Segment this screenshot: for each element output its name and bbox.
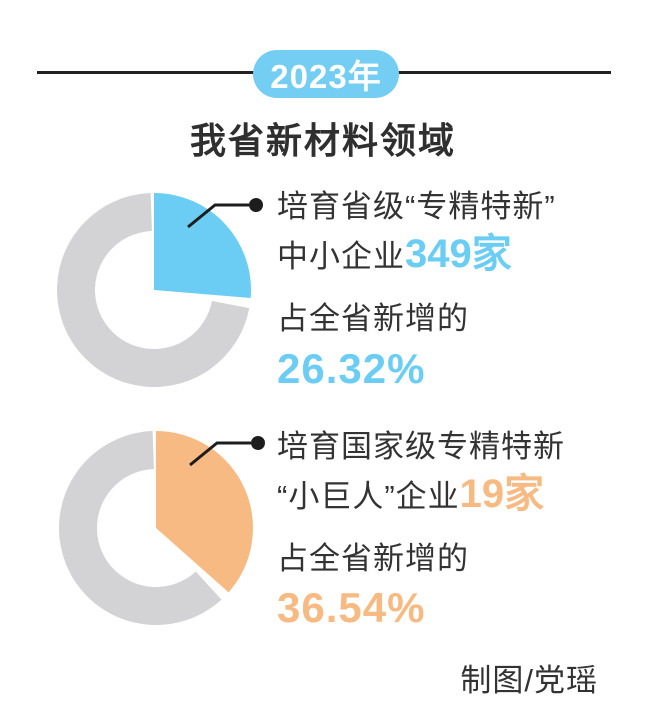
national-share-caption: 占全省新增的	[277, 541, 469, 576]
national-share-percent: 36.54%	[277, 584, 426, 631]
provincial-share-caption: 占全省新增的	[277, 301, 469, 336]
provincial-label-line2: 中小企业349家	[277, 234, 512, 274]
national-label-line1: 培育国家级专精特新	[277, 429, 565, 464]
provincial-share-percent: 26.32%	[277, 345, 426, 392]
remainder-ring	[59, 431, 222, 626]
national-label-line2-prefix: “小巨人”企业	[277, 479, 460, 514]
provincial-label-line1: 培育省级“专精特新”	[277, 189, 556, 224]
callout-line	[187, 203, 249, 229]
donut-chart-national	[59, 431, 265, 626]
highlight-wedge	[156, 431, 254, 593]
national-count-value: 19家	[459, 472, 545, 516]
provincial-count-value: 349家	[405, 232, 512, 276]
provincial-label-line2-prefix: 中小企业	[277, 239, 405, 274]
year-badge: 2023年	[253, 50, 399, 98]
year-badge-label: 2023年	[270, 58, 382, 95]
credit-line: 制图/党瑶	[460, 663, 598, 698]
national-label-line2: “小巨人”企业19家	[277, 474, 544, 514]
page-title: 我省新材料领域	[189, 120, 456, 161]
callout-dot	[249, 198, 263, 212]
callout-line	[189, 441, 251, 467]
callout-dot	[251, 436, 265, 450]
donut-chart-provincial	[57, 193, 263, 388]
highlight-wedge	[154, 193, 252, 299]
remainder-ring	[57, 193, 250, 388]
